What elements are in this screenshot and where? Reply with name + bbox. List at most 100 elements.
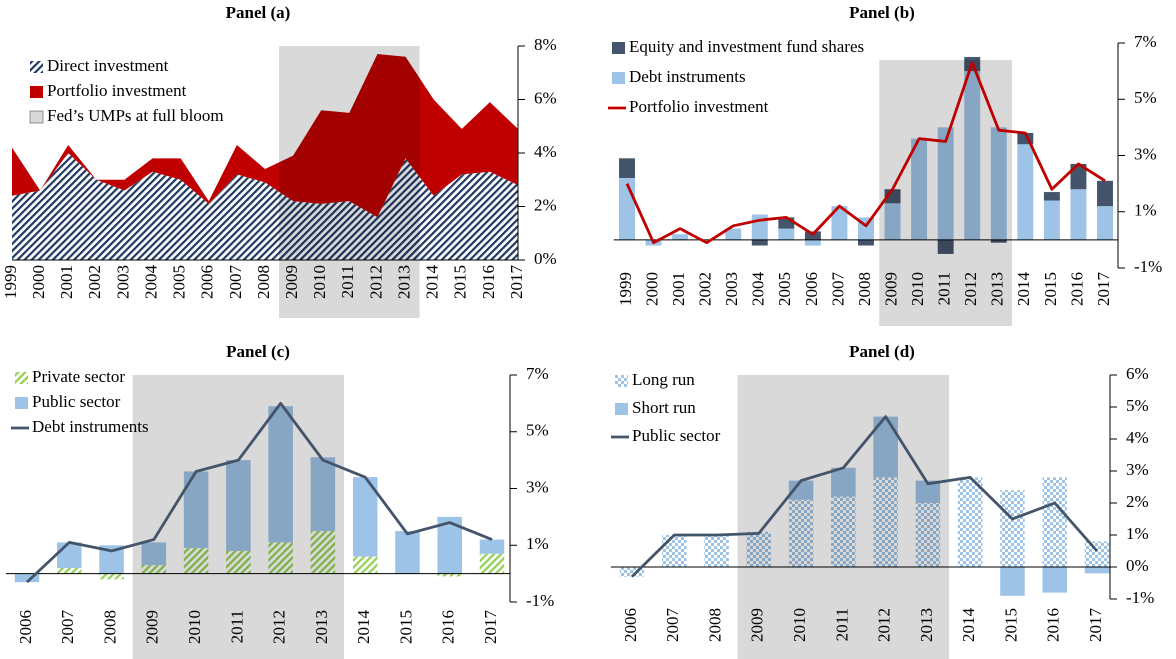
x-tick-label: 2014 <box>423 265 442 300</box>
bar <box>619 158 635 178</box>
y-tick-label: -1% <box>526 591 554 610</box>
x-tick-label: 2002 <box>696 272 715 306</box>
legend-label: Fed’s UMPs at full bloom <box>47 106 224 125</box>
bar <box>778 217 795 229</box>
y-tick-label: 5% <box>526 421 549 440</box>
x-tick-label: 2006 <box>802 272 821 306</box>
y-tick-label: 3% <box>1134 144 1157 163</box>
x-tick-label: 2006 <box>198 265 217 299</box>
x-tick-label: 2008 <box>254 265 273 299</box>
y-tick-label: -1% <box>1134 257 1162 276</box>
x-tick-label: 2017 <box>1094 272 1113 307</box>
bar <box>858 239 874 246</box>
panel-title: Panel (d) <box>849 342 915 361</box>
x-tick-label: 2004 <box>141 265 160 300</box>
x-tick-label: 2017 <box>481 610 500 645</box>
x-tick-label: 2004 <box>749 272 768 307</box>
x-tick-label: 1999 <box>1 265 20 299</box>
legend-label: Public sector <box>632 426 721 445</box>
bar <box>804 231 821 240</box>
panel-title: Panel (b) <box>849 3 915 22</box>
y-tick-label: 2% <box>1126 492 1149 511</box>
x-tick-label: 2008 <box>705 608 724 642</box>
legend-label: Long run <box>632 370 695 389</box>
x-tick-label: 2009 <box>881 272 900 306</box>
x-tick-label: 2006 <box>621 608 640 642</box>
x-tick-label: 2016 <box>1044 608 1063 642</box>
bar <box>479 539 505 554</box>
bar <box>1097 206 1113 240</box>
bar <box>57 567 82 574</box>
y-tick-label: 1% <box>1126 524 1149 543</box>
bar <box>957 477 983 567</box>
bar <box>619 178 635 240</box>
x-tick-label: 2007 <box>828 272 847 307</box>
bar <box>1084 541 1110 567</box>
y-tick-label: 4% <box>534 142 557 161</box>
legend-marker <box>612 42 625 54</box>
bar <box>1017 144 1034 240</box>
y-tick-label: 1% <box>526 534 549 553</box>
legend-label: Short run <box>632 398 696 417</box>
legend-label: Public sector <box>32 392 121 411</box>
x-tick-label: 2010 <box>908 272 927 306</box>
legend-label: Direct investment <box>47 56 169 75</box>
shaded-period <box>279 46 420 318</box>
x-tick-label: 2007 <box>58 610 77 645</box>
x-tick-label: 2001 <box>669 272 688 306</box>
legend-marker <box>615 375 628 387</box>
x-tick-label: 2013 <box>988 272 1007 306</box>
x-tick-label: 2005 <box>775 272 794 306</box>
y-tick-label: 1% <box>1134 201 1157 220</box>
y-tick-label: 6% <box>1126 364 1149 383</box>
x-tick-label: 2010 <box>310 265 329 299</box>
x-tick-label: 2007 <box>663 608 682 643</box>
y-tick-label: 0% <box>1126 556 1149 575</box>
x-tick-label: 2012 <box>270 610 289 644</box>
bar <box>57 542 82 568</box>
legend-marker <box>15 397 28 409</box>
bar <box>619 567 645 577</box>
bar <box>804 239 821 246</box>
x-tick-label: 2011 <box>832 608 851 641</box>
x-tick-label: 2014 <box>354 610 373 645</box>
bar <box>1000 490 1025 567</box>
bar <box>831 206 848 240</box>
bar <box>437 573 462 577</box>
bar <box>1070 189 1087 240</box>
x-tick-label: 2015 <box>1041 272 1060 306</box>
x-tick-label: 2012 <box>366 265 385 299</box>
x-tick-label: 2007 <box>226 265 245 300</box>
bar <box>14 573 40 583</box>
x-tick-label: 2015 <box>451 265 470 299</box>
bar <box>778 228 795 240</box>
x-tick-label: 2000 <box>29 265 48 299</box>
legend-marker <box>612 72 625 84</box>
x-tick-label: 2010 <box>790 608 809 642</box>
x-tick-label: 2015 <box>396 610 415 644</box>
bar <box>395 531 420 574</box>
y-tick-label: 3% <box>526 477 549 496</box>
line <box>26 401 493 584</box>
bar <box>1043 200 1060 240</box>
x-tick-label: 2008 <box>100 610 119 644</box>
bar <box>1042 477 1067 567</box>
x-tick-label: 2017 <box>1086 608 1105 643</box>
x-tick-label: 2011 <box>935 272 954 305</box>
x-tick-label: 2012 <box>875 608 894 642</box>
bar <box>1042 567 1067 593</box>
bar <box>1000 567 1025 596</box>
x-tick-label: 1999 <box>616 272 635 306</box>
legend-marker <box>615 403 628 415</box>
x-tick-label: 2001 <box>57 265 76 299</box>
x-tick-label: 2012 <box>961 272 980 306</box>
legend-marker <box>30 86 43 98</box>
y-tick-label: 5% <box>1126 396 1149 415</box>
panel-title: Panel (c) <box>226 342 290 361</box>
bar <box>1097 180 1113 207</box>
x-tick-label: 2003 <box>722 272 741 306</box>
bar <box>662 535 687 567</box>
x-tick-label: 2010 <box>185 610 204 644</box>
legend-label: Debt instruments <box>629 67 746 86</box>
